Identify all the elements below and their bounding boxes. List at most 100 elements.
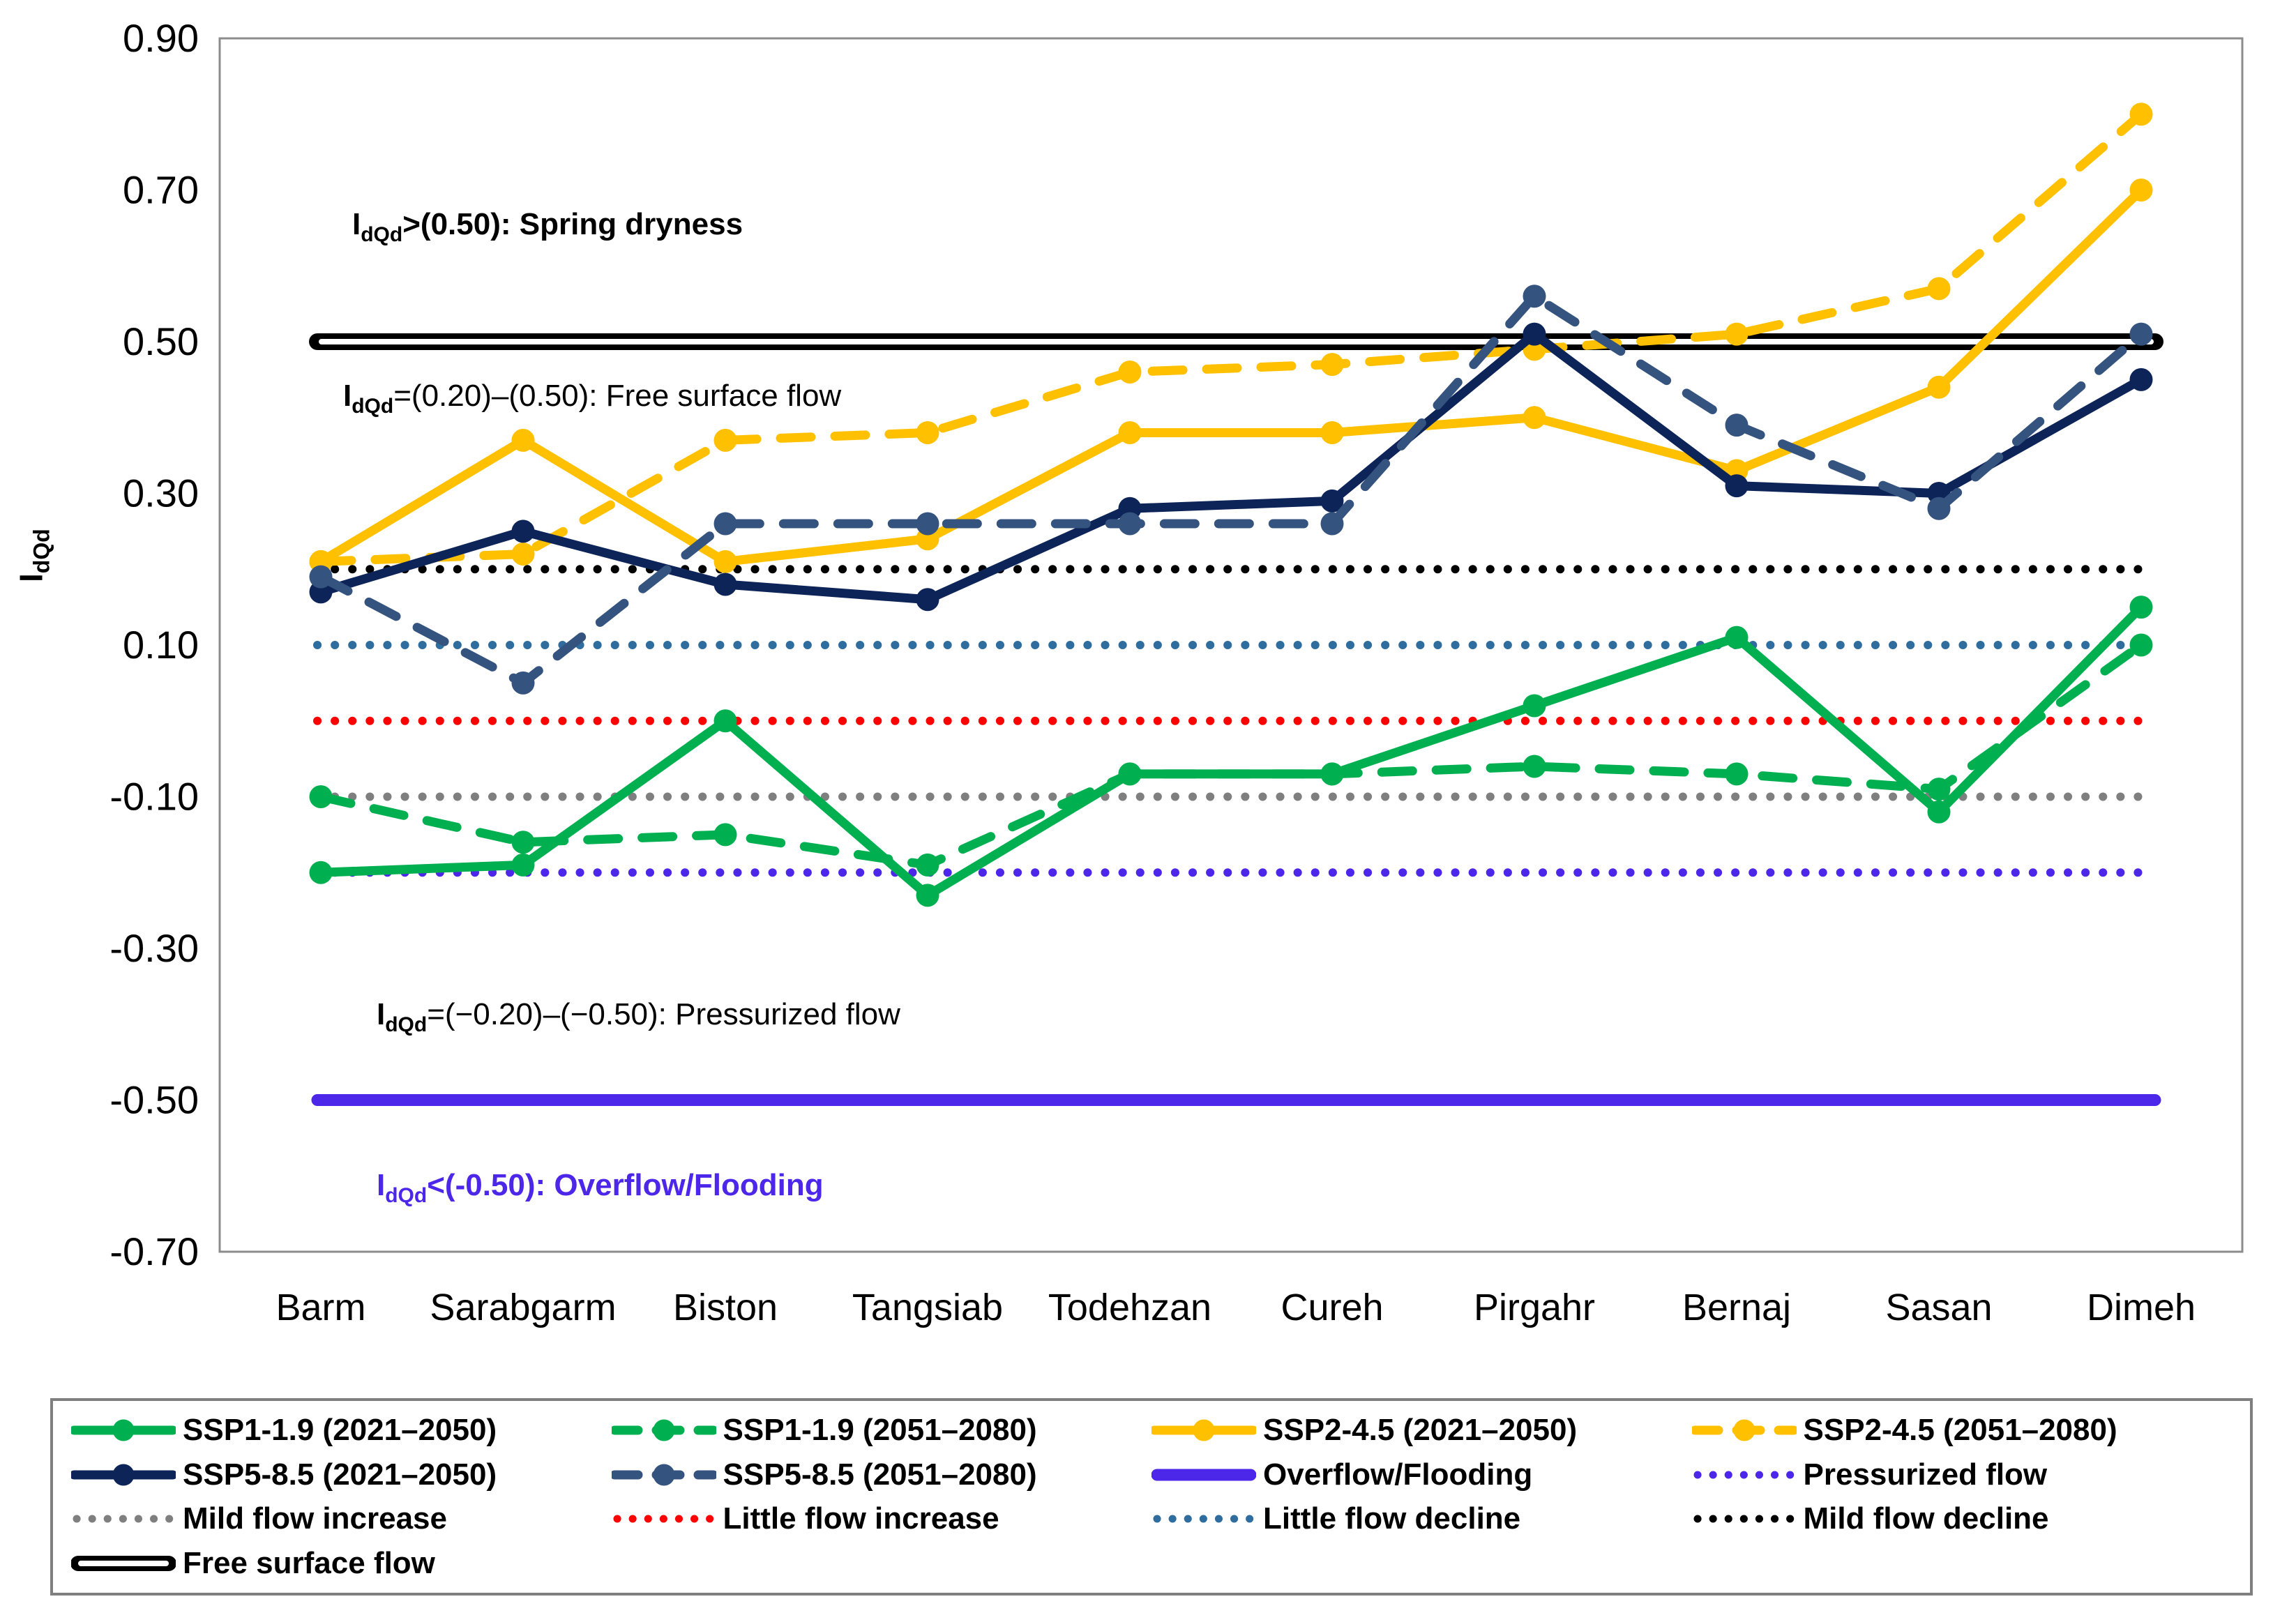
- legend-swatch-marker: [1733, 1419, 1755, 1441]
- series-ssp2-4-5-2051-2080--point-todehzan: [1118, 361, 1142, 384]
- legend-label: Mild flow decline: [1803, 1501, 2049, 1536]
- x-category-label-barm: Barm: [275, 1287, 365, 1328]
- series-ssp5-8-5-2051-2080--point-pirgahr: [1523, 285, 1546, 308]
- series-ssp1-1-9-2051-2080--point-dimeh: [2129, 633, 2153, 657]
- series-ssp5-8-5-2051-2080--point-cureh: [1320, 512, 1344, 536]
- series-ssp5-8-5-2051-2080--point-biston: [713, 512, 737, 536]
- legend-item-little-flow-increase: Little flow increase: [612, 1501, 1152, 1536]
- series-ssp1-1-9-2051-2080--point-cureh: [1320, 762, 1344, 786]
- series-ssp2-4-5-2051-2080--point-cureh: [1320, 353, 1344, 377]
- series-ssp5-8-5-2021-2050--point-cureh: [1320, 489, 1344, 513]
- y-tick-label-0.10: 0.10: [123, 623, 199, 667]
- legend-swatch: [1153, 1515, 1255, 1523]
- legend-item-ssp2-4-5-2051-2080-: SSP2-4.5 (2051–2080): [1691, 1413, 2233, 1448]
- series-ssp5-8-5-2021-2050--point-pirgahr: [1523, 322, 1546, 346]
- series-ssp2-4-5-2051-2080--point-bernaj: [1725, 322, 1749, 346]
- x-category-label-dimeh: Dimeh: [2087, 1287, 2196, 1328]
- annotation-text: >(0.50): Spring dryness: [402, 207, 743, 241]
- legend-label: Little flow increase: [723, 1501, 999, 1536]
- series-ssp5-8-5-2021-2050--point-tangsiab: [916, 588, 939, 612]
- line-chart: 0.90 0.70 0.50 0.30 0.10 -0.10 -0.30 -0.50 -0.70…: [109, 16, 2244, 1328]
- series-ssp5-8-5-2051-2080--line: [316, 291, 2146, 688]
- series-ssp2-4-5-2051-2080--point-sarabgarm: [511, 543, 535, 566]
- legend-swatch: [71, 1556, 176, 1572]
- series-ssp1-1-9-2051-2080--point-barm: [309, 785, 333, 808]
- series-ssp5-8-5-2021-2050--line: [316, 329, 2146, 605]
- legend-swatch-marker: [1193, 1419, 1215, 1441]
- annotation-subscript: dQd: [352, 394, 394, 418]
- y-tick-label-0.70: 0.70: [123, 168, 199, 212]
- y-tick-label--0.50: -0.50: [109, 1078, 199, 1122]
- series-ssp1-1-9-2021-2050--point-tangsiab: [916, 884, 939, 907]
- series-ssp5-8-5-2051-2080--point-dimeh: [2129, 322, 2153, 346]
- legend-swatch: [1151, 1419, 1256, 1441]
- series-ssp5-8-5-2021-2050--point-biston: [713, 573, 737, 596]
- legend-item-overflow-flooding: Overflow/Flooding: [1151, 1457, 1692, 1492]
- chart-legend: SSP1-1.9 (2021–2050) SSP1-1.9 (2051–2080)…: [50, 1398, 2253, 1596]
- annotation-subscript: dQd: [385, 1183, 428, 1207]
- series-ssp2-4-5-2021-2050--point-todehzan: [1118, 421, 1142, 444]
- legend-swatch: [1691, 1419, 1797, 1441]
- legend-swatch: [611, 1419, 716, 1441]
- series-ssp2-4-5-2051-2080--point-biston: [713, 428, 737, 452]
- annotation-prefix: I: [343, 379, 352, 413]
- y-tick-label-0.50: 0.50: [123, 319, 199, 363]
- annotation-text: =(0.20)–(0.50): Free surface flow: [393, 379, 842, 413]
- legend-item-little-flow-decline: Little flow decline: [1151, 1501, 1692, 1536]
- annotation-overflow-flooding: IdQd<(-0.50): Overflow/Flooding: [377, 1167, 824, 1214]
- legend-item-mild-flow-increase: Mild flow increase: [71, 1501, 612, 1536]
- legend-label: SSP1-1.9 (2021–2050): [183, 1412, 497, 1447]
- y-tick-label--0.30: -0.30: [109, 926, 199, 970]
- legend-label: Little flow decline: [1263, 1501, 1521, 1536]
- legend-label: SSP2-4.5 (2021–2050): [1263, 1412, 1578, 1447]
- legend-label: SSP1-1.9 (2051–2080): [723, 1412, 1037, 1447]
- series-ssp2-4-5-2021-2050--point-dimeh: [2129, 179, 2153, 202]
- series-ssp2-4-5-2021-2050--line: [316, 185, 2146, 566]
- legend-swatch: [1693, 1471, 1795, 1479]
- series-ssp2-4-5-2021-2050--point-cureh: [1320, 421, 1344, 444]
- legend-label: Mild flow increase: [183, 1501, 447, 1536]
- annotation-free-surface-flow: IdQd=(0.20)–(0.50): Free surface flow: [343, 378, 841, 425]
- annotation-subscript: dQd: [361, 222, 403, 246]
- y-axis-title: IdQd: [12, 479, 54, 632]
- x-category-label-biston: Biston: [673, 1287, 778, 1328]
- legend-item-ssp5-8-5-2021-2050-: SSP5-8.5 (2021–2050): [71, 1457, 612, 1492]
- series-ssp2-4-5-2051-2080--point-tangsiab: [916, 421, 939, 444]
- series-ssp2-4-5-2021-2050--point-sasan: [1927, 375, 1951, 399]
- legend-label: Free surface flow: [183, 1546, 435, 1581]
- series-ssp1-1-9-2021-2050--point-sasan: [1927, 800, 1951, 824]
- series-ssp1-1-9-2021-2050--point-bernaj: [1725, 626, 1749, 649]
- legend-swatch-marker: [112, 1419, 135, 1441]
- plot-area-border: [218, 37, 2244, 1253]
- series-ssp1-1-9-2051-2080--point-bernaj: [1725, 762, 1749, 786]
- legend-item-pressurized-flow: Pressurized flow: [1692, 1457, 2233, 1492]
- series-ssp1-1-9-2021-2050--point-dimeh: [2129, 596, 2153, 619]
- legend-swatch: [1693, 1515, 1795, 1523]
- annotation-prefix: I: [377, 1168, 386, 1202]
- series-ssp2-4-5-2051-2080--line: [316, 109, 2146, 566]
- annotation-text: <(-0.50): Overflow/Flooding: [427, 1168, 824, 1202]
- y-tick-label-0.90: 0.90: [123, 16, 199, 60]
- data-series-layer: [309, 103, 2153, 907]
- x-category-label-todehzan: Todehzan: [1048, 1287, 1211, 1328]
- legend-label: Overflow/Flooding: [1263, 1457, 1533, 1492]
- legend-item-mild-flow-decline: Mild flow decline: [1692, 1501, 2233, 1536]
- series-ssp5-8-5-2021-2050--point-sarabgarm: [511, 520, 535, 543]
- y-tick-label-0.30: 0.30: [123, 471, 199, 515]
- legend-swatch: [611, 1464, 716, 1486]
- series-ssp1-1-9-2021-2050--point-barm: [309, 861, 333, 884]
- legend-item-ssp5-8-5-2051-2080-: SSP5-8.5 (2051–2080): [611, 1457, 1152, 1492]
- legend-item-ssp2-4-5-2021-2050-: SSP2-4.5 (2021–2050): [1151, 1413, 1692, 1448]
- series-ssp2-4-5-2051-2080--point-dimeh: [2129, 103, 2153, 126]
- annotation-subscript: dQd: [385, 1013, 428, 1036]
- series-ssp1-1-9-2051-2080--point-sarabgarm: [511, 831, 535, 854]
- axis-labels-layer: 0.90 0.70 0.50 0.30 0.10 -0.10 -0.30 -0.50 -0.70…: [109, 16, 2196, 1328]
- x-category-label-pirgahr: Pirgahr: [1474, 1287, 1595, 1328]
- series-ssp1-1-9-2021-2050--point-sarabgarm: [511, 853, 535, 877]
- series-ssp1-1-9-2051-2080--point-sasan: [1927, 778, 1951, 801]
- annotation-text: =(−0.20)–(−0.50): Pressurized flow: [427, 997, 900, 1031]
- legend-swatch-marker: [653, 1464, 674, 1486]
- x-category-label-sarabgarm: Sarabgarm: [430, 1287, 616, 1328]
- series-ssp5-8-5-2051-2080--point-tangsiab: [916, 512, 939, 536]
- legend-item-ssp1-1-9-2051-2080-: SSP1-1.9 (2051–2080): [611, 1412, 1152, 1448]
